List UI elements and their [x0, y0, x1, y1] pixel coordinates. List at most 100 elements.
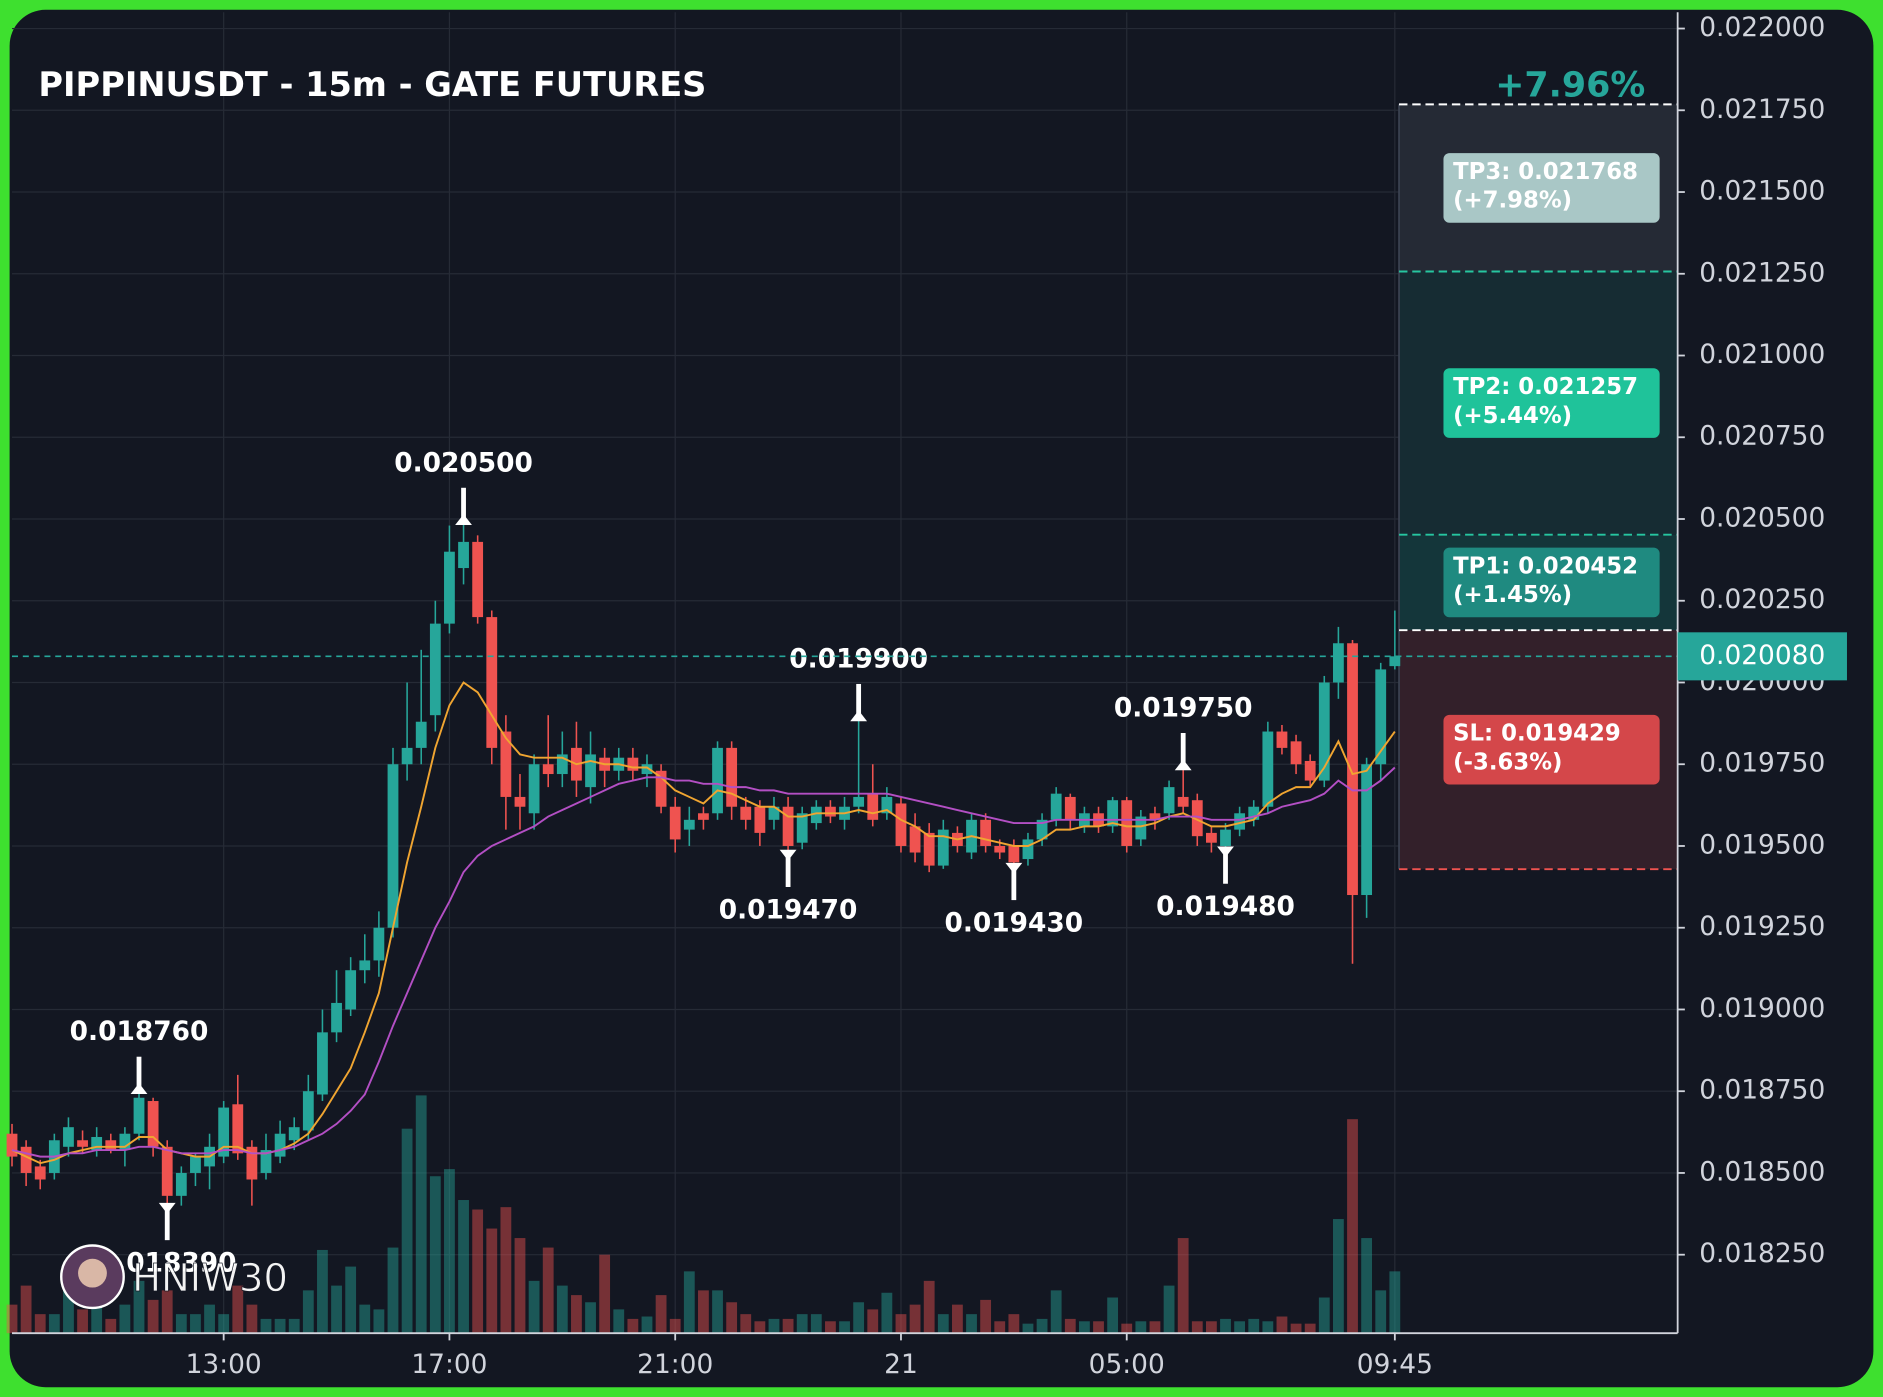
volume-bar — [444, 1169, 455, 1334]
candle-body — [1234, 813, 1246, 830]
volume-bar — [923, 1280, 935, 1334]
arrow-head — [158, 1202, 176, 1214]
y-tick-label: 0.021000 — [1699, 339, 1825, 370]
candle-body — [6, 1133, 18, 1157]
volume-bar — [77, 1309, 88, 1334]
candle-body — [867, 793, 879, 820]
y-tick-label: 0.020500 — [1699, 503, 1825, 534]
candle-body — [1022, 839, 1034, 860]
level-change: (-3.63%) — [1453, 749, 1562, 775]
volume-bar — [669, 1318, 681, 1334]
volume-bar — [542, 1247, 554, 1334]
volume-bar — [1318, 1297, 1330, 1334]
volume-bar — [754, 1321, 766, 1334]
last-price-box — [1677, 632, 1847, 681]
moving-average — [11, 681, 1396, 1165]
candle-body — [514, 796, 526, 807]
candle-body — [895, 803, 907, 846]
volume-bar — [1234, 1321, 1246, 1334]
candle-body — [161, 1146, 173, 1196]
y-tick-label: 0.019750 — [1699, 748, 1825, 779]
volume-bar — [1107, 1297, 1119, 1334]
level-change: (+5.44%) — [1453, 403, 1572, 429]
level-box — [1443, 153, 1660, 223]
y-tick-label: 0.020750 — [1699, 421, 1825, 452]
candle-body — [288, 1127, 300, 1141]
candle-body — [302, 1091, 314, 1131]
volume-bar — [373, 1309, 385, 1334]
volume-bar — [881, 1292, 893, 1334]
candle-body — [1036, 819, 1048, 840]
x-tick-label: 21:00 — [637, 1349, 713, 1380]
volume-bar — [683, 1271, 695, 1334]
volume-bar — [1022, 1323, 1034, 1334]
candle-body — [486, 617, 498, 748]
volume-bar — [331, 1285, 342, 1334]
volume-bar — [500, 1207, 512, 1334]
volume-bar — [20, 1285, 32, 1334]
annotation-arrow — [158, 1202, 176, 1241]
level-change: (+7.98%) — [1453, 188, 1572, 214]
annotation-arrow — [779, 849, 797, 888]
candle-body — [331, 1002, 342, 1033]
candle-body — [1050, 793, 1062, 820]
annotation-label: 0.019750 — [1114, 692, 1253, 723]
level-box — [1443, 547, 1660, 618]
volume-bar — [415, 1095, 427, 1334]
volume-bar — [1361, 1238, 1373, 1334]
volume-bar — [994, 1321, 1006, 1334]
volume-bar — [1191, 1321, 1203, 1334]
volume-bar — [952, 1304, 963, 1334]
candle-body — [698, 813, 709, 820]
level-change: (+1.45%) — [1453, 582, 1572, 608]
volume-bar — [867, 1309, 879, 1334]
annotation-arrow — [455, 487, 472, 526]
candle-body — [556, 754, 568, 775]
candle-body — [1008, 845, 1020, 863]
volume-bar — [1050, 1290, 1062, 1334]
x-tick-label: 05:00 — [1089, 1349, 1165, 1380]
candle-body — [1304, 760, 1316, 781]
candle-body — [782, 806, 794, 846]
annotation-arrow — [1174, 733, 1192, 771]
volume-bar — [980, 1299, 992, 1334]
annotation-label: 0.019480 — [1156, 891, 1295, 922]
candle-body — [726, 747, 738, 807]
candle-body — [994, 845, 1006, 853]
volume-bar — [796, 1314, 808, 1334]
candle-body — [232, 1104, 244, 1154]
volume-bar — [712, 1290, 723, 1334]
candle-body — [740, 806, 752, 820]
annotation-arrow — [1005, 862, 1023, 901]
candle-body — [119, 1133, 131, 1151]
candle-body — [1248, 806, 1260, 820]
avatar-face — [78, 1258, 107, 1288]
volume-bar — [627, 1318, 639, 1334]
volume-bar — [1093, 1321, 1104, 1334]
arrow-head — [850, 710, 868, 722]
volume-bar — [1079, 1321, 1090, 1334]
arrow-head — [1217, 846, 1234, 858]
candle-body — [345, 970, 357, 1010]
volume-bar — [429, 1176, 441, 1334]
candle-body — [218, 1107, 230, 1157]
level-box — [1443, 368, 1660, 438]
volume-bar — [585, 1302, 596, 1334]
arrow-head — [455, 514, 472, 526]
candle-body — [754, 806, 766, 833]
candle-body — [627, 757, 639, 771]
candle-body — [1163, 787, 1175, 814]
volume-bar — [825, 1321, 836, 1334]
volume-bar — [1347, 1119, 1358, 1334]
volume-bar — [1262, 1321, 1274, 1334]
candle-body — [34, 1166, 46, 1180]
volume-bar — [641, 1316, 653, 1334]
volume-bar — [895, 1314, 907, 1334]
candle-body — [1389, 656, 1401, 667]
y-tick-label: 0.019250 — [1699, 911, 1825, 942]
volume-bar — [853, 1302, 865, 1334]
candle-body — [853, 796, 865, 807]
candle-body — [1290, 741, 1302, 765]
x-tick-label: 09:45 — [1357, 1349, 1433, 1380]
